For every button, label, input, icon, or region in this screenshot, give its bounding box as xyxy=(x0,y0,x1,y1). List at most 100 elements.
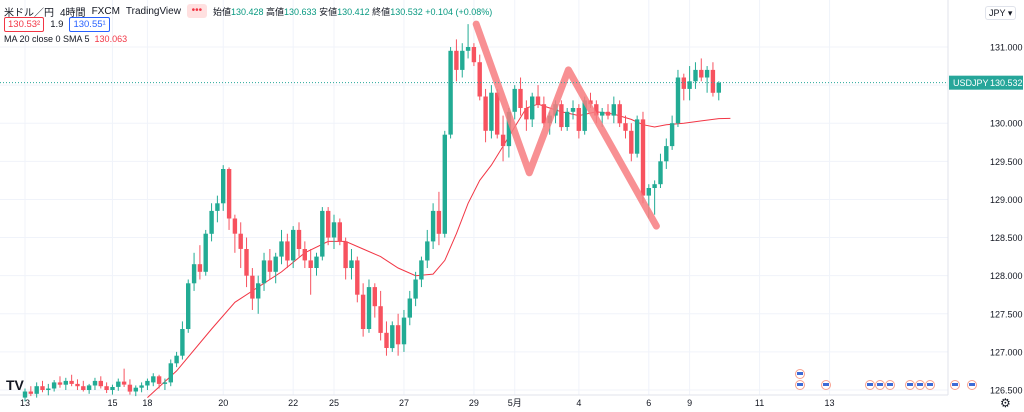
time-tick-label: 9 xyxy=(687,398,692,408)
event-flag-icon[interactable] xyxy=(950,380,960,390)
candle xyxy=(86,383,92,394)
candle-body xyxy=(63,380,68,385)
candle-body xyxy=(413,279,418,299)
candle-body xyxy=(244,249,249,276)
candle-body xyxy=(395,325,401,345)
candle xyxy=(360,283,366,337)
candle-body xyxy=(570,108,576,112)
indicator-legend[interactable]: MA 20 close 0 SMA 5 130.063 xyxy=(4,34,127,44)
event-flag-band xyxy=(797,383,803,386)
candle xyxy=(209,203,214,242)
candle-body xyxy=(250,275,255,299)
event-flag-icon[interactable] xyxy=(795,369,805,379)
symbol-label[interactable]: 米ドル／円 xyxy=(4,7,54,19)
time-tick-label: 5月 xyxy=(508,398,522,408)
event-flag-icon[interactable] xyxy=(875,380,885,390)
candle xyxy=(69,374,74,387)
candle xyxy=(215,195,220,223)
candle xyxy=(145,378,150,390)
event-flag-icon[interactable] xyxy=(865,380,875,390)
event-flag-icon[interactable] xyxy=(821,380,831,390)
candle xyxy=(57,376,63,388)
event-flag-band xyxy=(887,383,893,386)
candle xyxy=(156,374,162,389)
event-flag-band xyxy=(797,372,803,375)
candle-body xyxy=(232,218,238,234)
event-flag-band xyxy=(927,383,933,386)
candle-body xyxy=(273,256,278,272)
candle xyxy=(116,378,121,391)
event-flag-icon[interactable] xyxy=(795,380,805,390)
settings-gear-icon[interactable]: ⚙ xyxy=(1000,396,1011,410)
candle xyxy=(419,256,424,288)
price-tick-label: 127.500 xyxy=(990,309,1023,319)
candle xyxy=(454,39,459,82)
candle xyxy=(331,214,337,249)
candle xyxy=(413,271,418,307)
buy-button[interactable]: 130.55¹ xyxy=(69,17,110,32)
time-tick-label: 13 xyxy=(825,398,835,408)
candle-body xyxy=(28,391,33,394)
event-flag-icon[interactable] xyxy=(905,380,915,390)
candle xyxy=(500,115,506,162)
event-flag-icon[interactable] xyxy=(885,380,895,390)
candle-body xyxy=(390,325,395,349)
candle-body xyxy=(139,385,144,388)
candle xyxy=(273,252,278,284)
candle-body xyxy=(180,329,185,356)
candle xyxy=(669,115,675,150)
candle-body xyxy=(57,382,63,385)
candle xyxy=(308,248,313,295)
candle-body xyxy=(40,386,45,390)
candle xyxy=(355,256,360,303)
chart-header: 米ドル／円 4時間 FXCM TradingView ••• 始値130.428… xyxy=(4,3,492,19)
candle xyxy=(256,275,261,314)
interval-label[interactable]: 4時間 xyxy=(60,7,86,19)
candle-body xyxy=(22,391,28,398)
time-tick-label: 13 xyxy=(20,398,30,408)
event-flag-icon[interactable] xyxy=(967,380,977,390)
event-flag-icon[interactable] xyxy=(925,380,935,390)
candle xyxy=(378,290,383,341)
candle-body xyxy=(256,283,261,299)
candle xyxy=(250,268,255,310)
time-tick-label: 15 xyxy=(107,398,117,408)
candle-body xyxy=(675,77,681,124)
candle xyxy=(22,388,28,402)
candle-body xyxy=(308,260,313,268)
currency-tag[interactable]: JPY ▾ xyxy=(985,6,1017,20)
event-flag-icon[interactable] xyxy=(915,380,925,390)
tradingview-logo-icon[interactable]: TV xyxy=(6,377,24,393)
candle-body xyxy=(343,241,348,269)
candle-body xyxy=(530,96,535,120)
candle-body xyxy=(226,169,232,219)
sell-button[interactable]: 130.53² xyxy=(4,17,45,32)
status-dot-icon[interactable]: ••• xyxy=(186,4,207,18)
candle xyxy=(693,62,698,89)
candle-body xyxy=(652,184,657,188)
last-price-symbol: USDJPY xyxy=(953,78,989,88)
candle-body xyxy=(687,81,692,89)
price-tick-label: 129.000 xyxy=(990,195,1023,205)
source-label: TradingView xyxy=(125,5,181,17)
candle xyxy=(425,229,430,269)
candle xyxy=(716,81,721,101)
candle-body xyxy=(436,210,442,234)
candle-body xyxy=(500,134,506,147)
candle-body xyxy=(86,385,92,390)
candle-body xyxy=(646,188,651,196)
candle-body xyxy=(617,104,622,124)
candle xyxy=(238,222,243,269)
candle xyxy=(489,85,494,139)
candle-body xyxy=(151,376,156,383)
candle-body xyxy=(221,169,226,204)
last-price-tag-bg xyxy=(949,75,1023,90)
candle-body xyxy=(279,241,284,257)
time-tick-label: 29 xyxy=(469,398,479,408)
candle xyxy=(197,245,203,280)
candle-body xyxy=(355,260,360,295)
candle-body xyxy=(168,363,173,383)
price-tick-label: 126.500 xyxy=(990,386,1023,396)
candle-body xyxy=(605,111,611,116)
